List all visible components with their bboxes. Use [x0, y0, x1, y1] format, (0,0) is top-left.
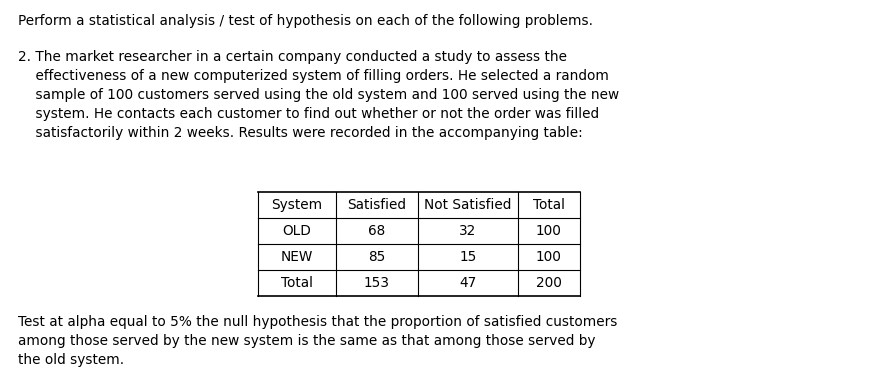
Text: Satisfied: Satisfied [347, 198, 406, 212]
Text: Not Satisfied: Not Satisfied [424, 198, 511, 212]
Text: Total: Total [533, 198, 565, 212]
Text: OLD: OLD [282, 224, 311, 238]
Text: Test at alpha equal to 5% the null hypothesis that the proportion of satisfied c: Test at alpha equal to 5% the null hypot… [18, 315, 617, 329]
Text: the old system.: the old system. [18, 353, 124, 367]
Text: 47: 47 [459, 276, 476, 290]
Text: NEW: NEW [281, 250, 313, 264]
Text: 100: 100 [536, 250, 562, 264]
Text: 15: 15 [459, 250, 476, 264]
Text: Total: Total [281, 276, 313, 290]
Text: 85: 85 [368, 250, 385, 264]
Text: 32: 32 [459, 224, 476, 238]
Text: among those served by the new system is the same as that among those served by: among those served by the new system is … [18, 334, 595, 348]
Text: 2. The market researcher in a certain company conducted a study to assess the: 2. The market researcher in a certain co… [18, 50, 567, 64]
Text: sample of 100 customers served using the old system and 100 served using the new: sample of 100 customers served using the… [18, 88, 619, 102]
Text: satisfactorily within 2 weeks. Results were recorded in the accompanying table:: satisfactorily within 2 weeks. Results w… [18, 126, 583, 140]
Text: Perform a statistical analysis / test of hypothesis on each of the following pro: Perform a statistical analysis / test of… [18, 14, 593, 28]
Text: 200: 200 [536, 276, 562, 290]
Text: system. He contacts each customer to find out whether or not the order was fille: system. He contacts each customer to fin… [18, 107, 599, 121]
Text: 100: 100 [536, 224, 562, 238]
Text: 153: 153 [364, 276, 390, 290]
Text: 68: 68 [368, 224, 385, 238]
Text: System: System [271, 198, 323, 212]
Text: effectiveness of a new computerized system of filling orders. He selected a rand: effectiveness of a new computerized syst… [18, 69, 609, 83]
